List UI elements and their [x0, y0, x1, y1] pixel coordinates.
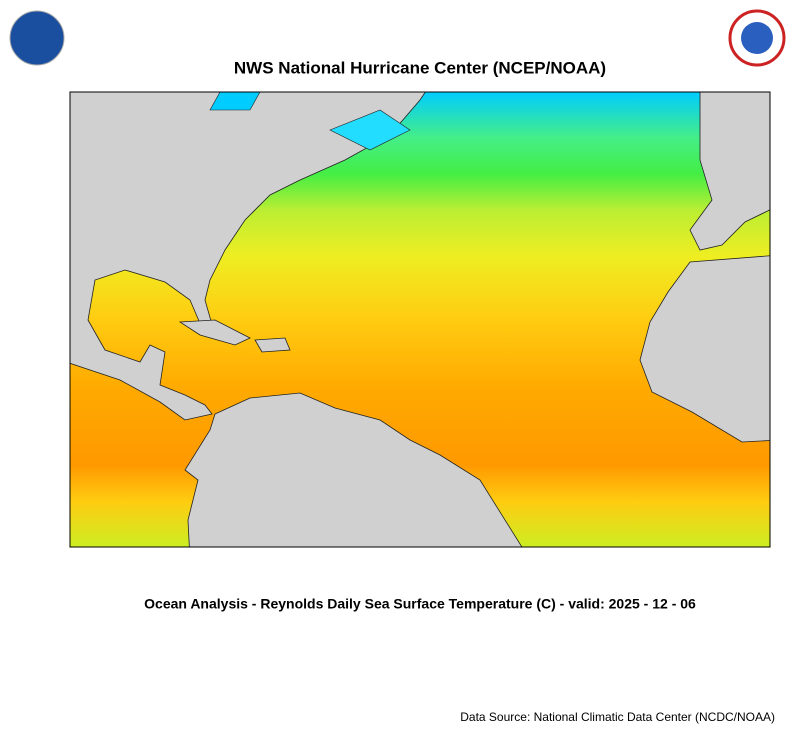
map-area	[70, 92, 770, 547]
source: Data Source: National Climatic Data Cent…	[460, 710, 775, 724]
africa	[639, 255, 770, 443]
hispaniola	[254, 337, 291, 353]
noaa-logo	[9, 10, 65, 66]
south-america	[184, 392, 523, 547]
cuba	[178, 319, 251, 346]
land	[70, 92, 770, 547]
title: NWS National Hurricane Center (NCEP/NOAA…	[234, 58, 606, 77]
north-america	[70, 92, 426, 421]
gulf-st-lawrence	[329, 109, 411, 151]
great-lakes	[209, 92, 261, 111]
europe	[689, 92, 770, 251]
map-frame	[69, 91, 771, 548]
nws-logo-inner	[741, 22, 773, 54]
subtitle: Ocean Analysis - Reynolds Daily Sea Surf…	[144, 596, 696, 612]
